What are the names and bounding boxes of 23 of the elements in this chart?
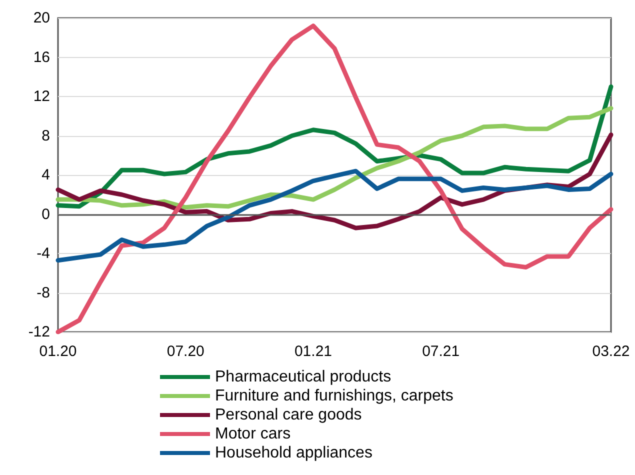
x-tick-label: 07.20 bbox=[166, 343, 204, 360]
y-tick-label: 8 bbox=[42, 127, 50, 144]
legend-label: Furniture and furnishings, carpets bbox=[215, 388, 454, 404]
line-series bbox=[56, 106, 614, 210]
legend-label: Household appliances bbox=[215, 444, 372, 462]
y-tick-label: 16 bbox=[33, 48, 50, 66]
x-tick-label: 01.20 bbox=[39, 343, 77, 360]
line-series bbox=[56, 84, 614, 209]
y-tick-label: -12 bbox=[28, 324, 50, 340]
legend-label: Personal care goods bbox=[215, 406, 362, 424]
y-tick-label: -8 bbox=[36, 284, 50, 302]
line-series bbox=[56, 24, 614, 334]
x-tick-label: 03.22 bbox=[592, 343, 630, 360]
y-tick-label: 0 bbox=[42, 206, 50, 223]
y-tick-label: 12 bbox=[33, 88, 50, 105]
x-tick-label: 01.21 bbox=[294, 343, 332, 360]
y-tick-label: 20 bbox=[33, 10, 50, 26]
legend-label: Motor cars bbox=[215, 426, 291, 442]
y-tick-label: 4 bbox=[42, 166, 50, 184]
legend-label: Pharmaceutical products bbox=[215, 368, 392, 386]
x-tick-label: 07.21 bbox=[422, 343, 460, 360]
line-series bbox=[56, 168, 614, 263]
y-tick-label: -4 bbox=[36, 245, 50, 262]
